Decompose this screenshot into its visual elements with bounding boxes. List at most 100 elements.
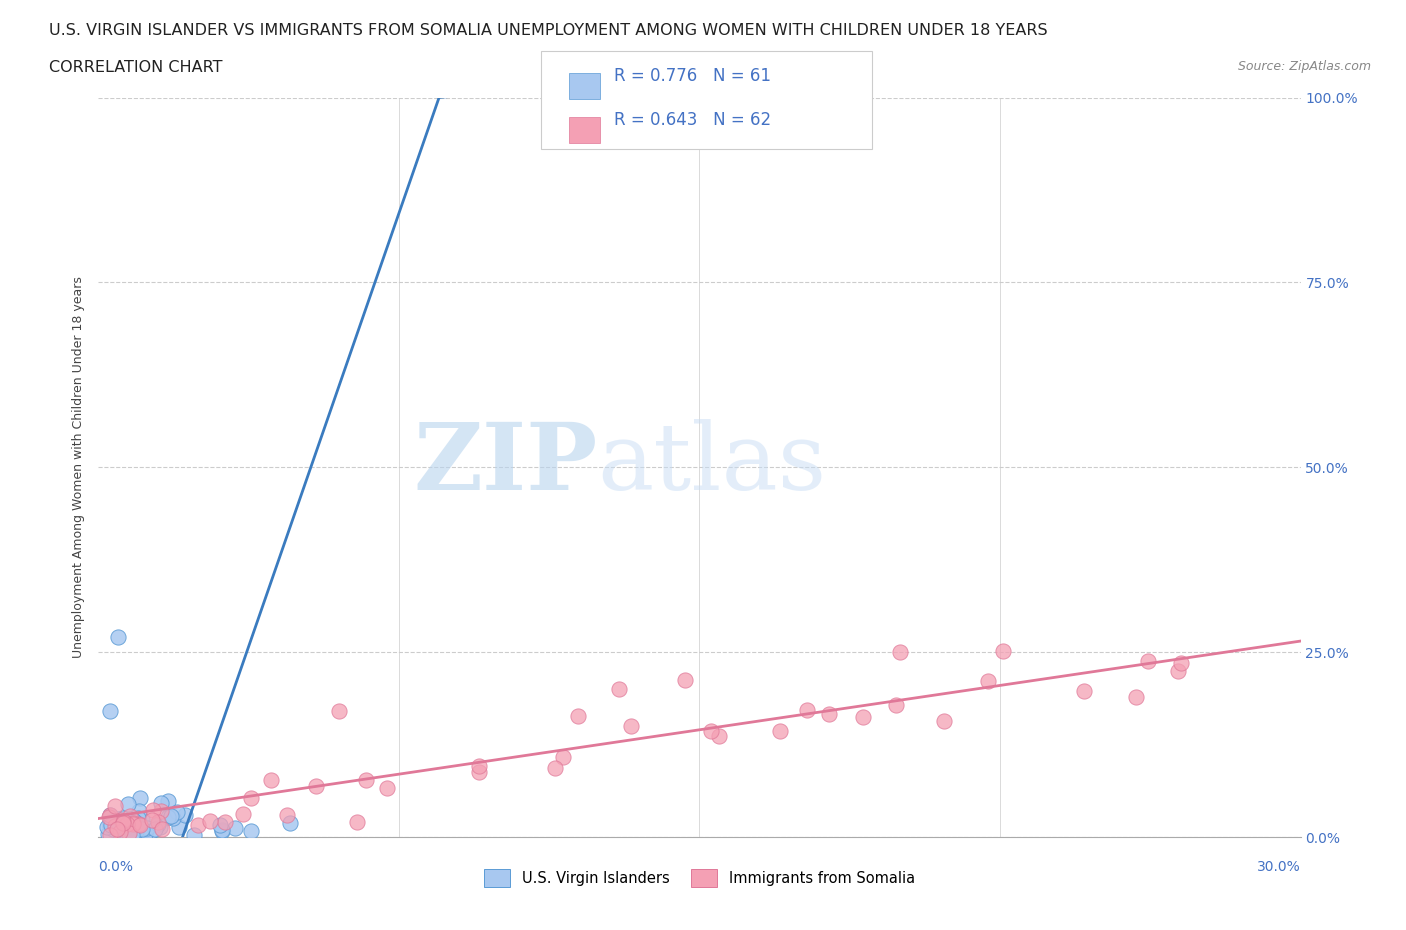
Point [305, 778, 328, 793]
Point [817, 707, 839, 722]
Point [993, 644, 1015, 658]
Point [214, 815, 236, 830]
Point [108, 825, 131, 840]
Point [118, 828, 141, 843]
Point [100, 704, 122, 719]
Point [107, 821, 129, 836]
Point [128, 817, 150, 831]
Point [146, 817, 169, 831]
Text: CORRELATION CHART: CORRELATION CHART [49, 60, 222, 75]
Point [889, 644, 911, 659]
Point [160, 809, 183, 824]
Point [167, 820, 190, 835]
Point [852, 710, 875, 724]
Point [849, 113, 872, 127]
Text: U.S. VIRGIN ISLANDER VS IMMIGRANTS FROM SOMALIA UNEMPLOYMENT AMONG WOMEN WITH CH: U.S. VIRGIN ISLANDER VS IMMIGRANTS FROM … [49, 23, 1047, 38]
Point [149, 804, 172, 818]
Point [146, 815, 169, 830]
Point [103, 821, 125, 836]
Point [110, 825, 132, 840]
Text: ZIP: ZIP [413, 418, 598, 509]
Point [115, 817, 138, 831]
Point [1170, 656, 1192, 671]
Point [141, 813, 163, 828]
Point [468, 759, 491, 774]
Text: 0.0%: 0.0% [98, 860, 134, 874]
Point [112, 814, 135, 829]
Point [187, 817, 209, 832]
Point [934, 714, 956, 729]
Y-axis label: Unemployment Among Women with Children Under 18 years: Unemployment Among Women with Children U… [72, 276, 86, 658]
Point [110, 813, 132, 828]
Point [96, 819, 118, 834]
Point [105, 814, 128, 829]
Point [118, 816, 141, 830]
Point [157, 793, 180, 808]
Point [224, 820, 246, 835]
Point [134, 826, 156, 841]
Point [128, 790, 150, 805]
Point [131, 821, 153, 836]
Point [122, 815, 145, 830]
Point [108, 824, 131, 839]
Point [173, 807, 195, 822]
Point [104, 818, 127, 833]
Text: R = 0.776   N = 61: R = 0.776 N = 61 [614, 67, 772, 85]
Point [111, 816, 134, 830]
Text: 30.0%: 30.0% [1257, 860, 1301, 874]
Point [375, 780, 398, 795]
Point [707, 728, 730, 743]
Point [121, 817, 143, 831]
Point [98, 809, 121, 824]
Point [1167, 663, 1189, 678]
Point [976, 673, 998, 688]
Point [139, 823, 162, 838]
Point [1137, 654, 1160, 669]
Point [183, 828, 205, 843]
Point [150, 796, 173, 811]
Point [240, 790, 263, 805]
Point [136, 821, 159, 836]
Point [166, 805, 188, 820]
Point [118, 821, 141, 836]
Point [121, 812, 143, 827]
Point [122, 828, 145, 843]
Point [162, 810, 184, 825]
Point [118, 808, 141, 823]
Point [125, 823, 148, 838]
Point [551, 750, 574, 764]
Point [609, 682, 631, 697]
Point [239, 824, 262, 839]
Point [143, 822, 166, 837]
Point [886, 698, 908, 712]
Point [1073, 684, 1095, 698]
Point [117, 825, 139, 840]
Point [98, 815, 121, 830]
Point [125, 821, 148, 836]
Point [700, 724, 723, 738]
Point [98, 807, 121, 822]
Point [117, 827, 139, 842]
Point [276, 807, 298, 822]
Point [107, 811, 129, 826]
Point [98, 828, 121, 843]
Point [111, 827, 134, 842]
Point [211, 822, 233, 837]
Point [107, 630, 129, 644]
Legend: U.S. Virgin Islanders, Immigrants from Somalia: U.S. Virgin Islanders, Immigrants from S… [478, 863, 921, 893]
Point [209, 817, 232, 832]
Point [97, 827, 120, 842]
Point [124, 813, 146, 828]
Point [1125, 690, 1147, 705]
Point [278, 816, 301, 830]
Point [129, 817, 152, 832]
Point [328, 704, 350, 719]
Point [620, 719, 643, 734]
Point [114, 825, 136, 840]
Point [121, 822, 143, 837]
Point [121, 828, 143, 843]
Point [104, 799, 127, 814]
Point [543, 761, 565, 776]
Text: R = 0.643   N = 62: R = 0.643 N = 62 [614, 112, 772, 129]
Text: atlas: atlas [598, 418, 827, 509]
